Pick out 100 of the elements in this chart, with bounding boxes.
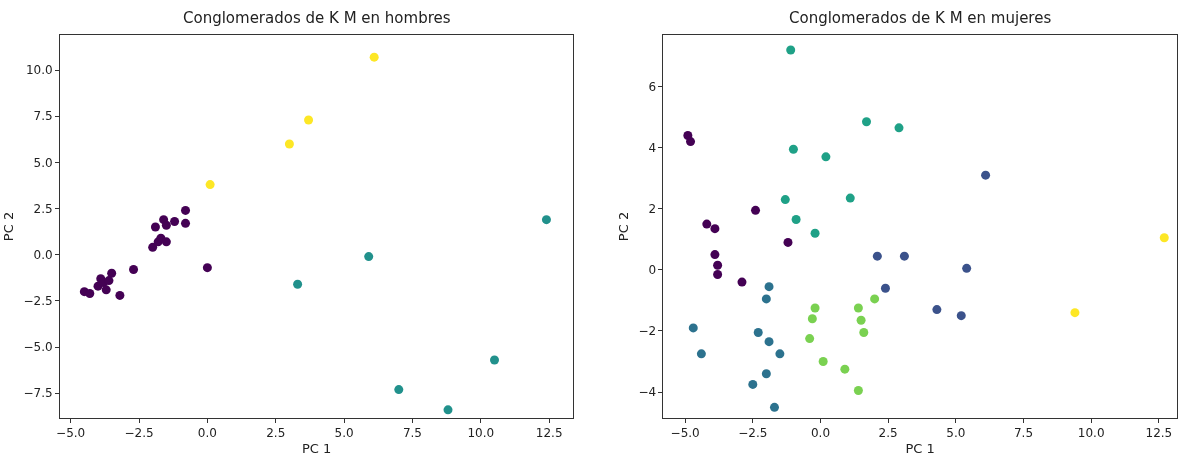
point: [870, 294, 880, 304]
y-tick-label: −7.5: [23, 386, 53, 401]
point: [181, 205, 191, 215]
x-tick-label: 12.5: [535, 426, 563, 441]
point: [981, 170, 991, 180]
x-axis-title: PC 1: [301, 441, 332, 456]
point: [489, 355, 499, 365]
chart-title: Conglomerados de K M en mujeres: [789, 9, 1052, 27]
point: [786, 45, 796, 55]
point: [443, 405, 453, 415]
point: [761, 369, 771, 379]
point: [1159, 233, 1169, 243]
point: [181, 218, 191, 228]
point: [845, 193, 855, 203]
point: [751, 205, 761, 215]
point: [85, 289, 95, 299]
point: [104, 276, 114, 286]
point: [761, 294, 771, 304]
point: [369, 52, 379, 62]
x-axis-title: PC 1: [905, 441, 935, 456]
y-tick-label: 4: [648, 140, 657, 155]
point: [788, 144, 798, 154]
x-tick-label: 5.0: [334, 426, 354, 441]
y-tick-label: 2: [648, 201, 657, 216]
point: [161, 237, 171, 247]
x-tick-label: 7.5: [1013, 426, 1034, 441]
x-tick-label: 12.5: [1145, 426, 1173, 441]
x-tick-label: −2.5: [738, 426, 768, 441]
y-tick-label: 10.0: [25, 63, 53, 78]
point: [791, 214, 801, 224]
point: [880, 283, 890, 293]
y-tick-label: −2.5: [23, 294, 53, 309]
point: [101, 285, 111, 295]
point: [764, 282, 774, 292]
point: [686, 137, 696, 147]
point: [810, 303, 820, 313]
point: [202, 263, 212, 273]
chart-title: Conglomerados de K M en hombres: [183, 9, 451, 27]
point: [129, 265, 139, 275]
y-tick-label: −5.0: [23, 340, 53, 355]
point: [688, 323, 698, 333]
point: [810, 228, 820, 238]
point: [284, 139, 294, 149]
point: [161, 220, 171, 230]
point: [783, 237, 793, 247]
point: [753, 327, 763, 337]
y-tick-label: 6: [648, 79, 657, 94]
point: [769, 402, 779, 412]
point: [293, 279, 303, 289]
point: [853, 386, 863, 396]
point: [899, 251, 909, 261]
point: [713, 260, 723, 270]
point: [818, 357, 828, 366]
point: [737, 277, 747, 287]
point: [541, 215, 551, 225]
point: [205, 180, 215, 190]
y-tick-label: 2.5: [33, 201, 53, 216]
x-tick-label: 7.5: [402, 426, 423, 441]
y-tick-label: −4: [638, 385, 657, 400]
point: [780, 195, 790, 205]
point: [696, 349, 706, 359]
x-tick-label: 2.5: [878, 426, 898, 441]
point: [775, 349, 785, 359]
point: [805, 334, 815, 344]
point: [170, 217, 180, 227]
x-tick-label: 10.0: [467, 426, 495, 441]
point: [748, 379, 758, 389]
point: [115, 290, 125, 300]
point: [807, 314, 817, 324]
point: [364, 252, 374, 262]
y-tick-label: 7.5: [33, 109, 53, 124]
point: [962, 263, 972, 273]
point: [710, 224, 720, 234]
y-tick-label: 5.0: [33, 155, 53, 170]
x-tick-label: −2.5: [124, 426, 154, 441]
point: [862, 117, 871, 127]
y-axis-title: PC 2: [1, 211, 17, 242]
x-tick-label: −5.0: [56, 426, 86, 441]
point: [859, 327, 869, 337]
point: [713, 269, 723, 279]
y-tick-label: −2: [638, 324, 657, 339]
x-tick-label: 2.5: [266, 426, 286, 441]
point: [148, 242, 158, 252]
x-tick-label: 0.0: [810, 426, 831, 441]
point: [821, 152, 831, 162]
x-tick-label: 0.0: [197, 426, 217, 441]
point: [853, 303, 863, 313]
y-tick-label: 0: [648, 263, 657, 278]
point: [710, 250, 720, 260]
point: [932, 305, 942, 315]
point: [764, 337, 774, 347]
x-tick-label: −5.0: [670, 426, 700, 441]
point: [394, 385, 404, 395]
x-tick-label: 5.0: [946, 426, 966, 441]
point: [872, 251, 882, 261]
point: [894, 123, 904, 133]
point: [702, 219, 712, 229]
x-tick-label: 10.0: [1077, 426, 1105, 441]
point: [1070, 308, 1080, 318]
point: [956, 311, 966, 321]
